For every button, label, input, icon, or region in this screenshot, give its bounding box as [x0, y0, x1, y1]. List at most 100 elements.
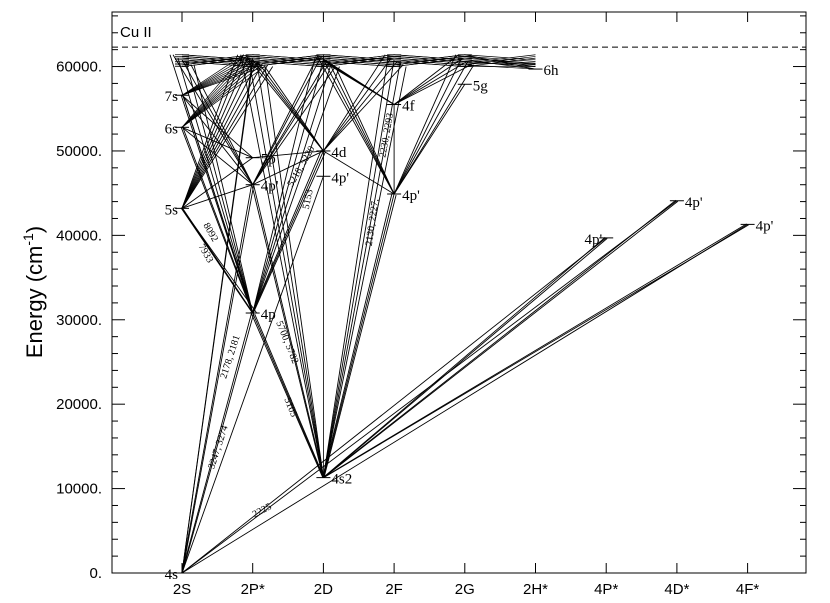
level-label: 4s2: [331, 472, 352, 488]
transition-line: [393, 64, 475, 195]
transition-line: [464, 57, 536, 67]
transition-line: [323, 200, 679, 478]
y-tick-label: 50000.: [56, 143, 102, 160]
transition-line: [322, 193, 395, 478]
transition-line: [182, 127, 254, 314]
transition-line: [393, 84, 466, 195]
term-label: 2P*: [241, 581, 265, 598]
transition-line: [322, 192, 393, 478]
transition-line: [393, 61, 469, 195]
transition-line: [248, 58, 324, 478]
y-tick-label: 0.: [89, 565, 102, 582]
transition-line: [322, 223, 747, 479]
transition-line: [394, 56, 465, 66]
transition-line: [181, 61, 256, 96]
transition-line: [252, 56, 316, 314]
level-label: 4d: [331, 145, 347, 161]
level-label: 4p': [756, 218, 774, 234]
transition-line: [252, 54, 324, 64]
transition-line: [252, 66, 336, 185]
transition-line: [181, 208, 254, 314]
y-axis-label: Energy (cm-1): [20, 226, 47, 358]
transition-line: [393, 54, 457, 195]
transition-line: [181, 64, 269, 209]
chart-title: Cu II: [120, 24, 152, 41]
transition-line: [464, 64, 536, 70]
transition-line: [181, 61, 256, 128]
transition-line: [323, 61, 398, 152]
y-tick-label: 20000.: [56, 396, 102, 413]
transition-line: [185, 61, 254, 314]
transition-line: [177, 57, 254, 314]
transition-line: [252, 57, 324, 67]
wavelength-label: 7933: [196, 242, 216, 265]
y-tick-label: 10000.: [56, 481, 102, 498]
level-label: 4p': [685, 195, 703, 211]
transition-line: [181, 57, 250, 96]
transition-line: [181, 64, 262, 96]
level-label: 6h: [544, 63, 560, 79]
transition-line: [322, 59, 395, 478]
transition-line: [264, 66, 324, 152]
transition-line: [181, 54, 253, 64]
transition-line: [394, 61, 465, 67]
transition-line: [181, 94, 253, 159]
transition-line: [181, 57, 250, 128]
transition-line: [251, 149, 322, 314]
transition-line: [251, 184, 324, 478]
y-tick-label: 30000.: [56, 312, 102, 329]
transition-line: [464, 56, 536, 67]
transition-line: [181, 66, 274, 209]
transition-line: [254, 313, 325, 478]
transition-line: [317, 56, 395, 195]
transition-line: [464, 54, 536, 61]
transition-line: [181, 312, 253, 574]
transition-line: [323, 57, 392, 152]
transition-line: [464, 62, 536, 65]
transition-line: [181, 59, 254, 185]
transition-line: [252, 62, 330, 185]
transition-line: [252, 54, 324, 61]
transition-line: [393, 61, 468, 105]
level-label: 4s: [165, 567, 179, 583]
transition-line: [328, 62, 395, 195]
transition-line: [180, 126, 253, 314]
wavelength-label: 5105: [282, 396, 300, 419]
transition-line: [181, 56, 247, 96]
plot-frame: [111, 11, 807, 574]
transition-line: [323, 54, 395, 64]
transition-line: [172, 54, 254, 185]
transition-line: [323, 54, 386, 152]
transition-line: [393, 57, 463, 195]
transition-line: [252, 57, 321, 185]
transition-line: [394, 54, 465, 61]
level-label: 4p': [331, 170, 349, 186]
transition-line: [323, 64, 404, 152]
y-tick-label: 40000.: [56, 227, 102, 244]
transition-line: [181, 59, 254, 209]
transition-line: [252, 59, 324, 314]
transition-line: [252, 312, 324, 478]
transition-line: [252, 56, 324, 66]
transition-line: [322, 237, 606, 478]
transition-line: [250, 311, 324, 478]
term-label: 2D: [314, 581, 333, 598]
level-label: 4p: [261, 307, 276, 323]
transition-line: [323, 194, 397, 478]
transition-line: [181, 62, 259, 128]
transition-line: [322, 199, 677, 478]
transition-line: [323, 54, 395, 61]
transition-line: [181, 94, 254, 185]
term-label: 4P*: [594, 581, 618, 598]
transition-line: [181, 57, 249, 209]
transition-line: [181, 224, 748, 574]
transition-line: [181, 176, 324, 574]
transition-line: [252, 63, 332, 314]
transition-line: [323, 150, 395, 195]
transition-line: [180, 94, 253, 314]
level-label: 4p': [261, 179, 279, 195]
wavelength-label: 2130, 2227,: [364, 198, 382, 247]
transition-line: [181, 208, 258, 314]
level-label: 5g: [473, 78, 489, 94]
